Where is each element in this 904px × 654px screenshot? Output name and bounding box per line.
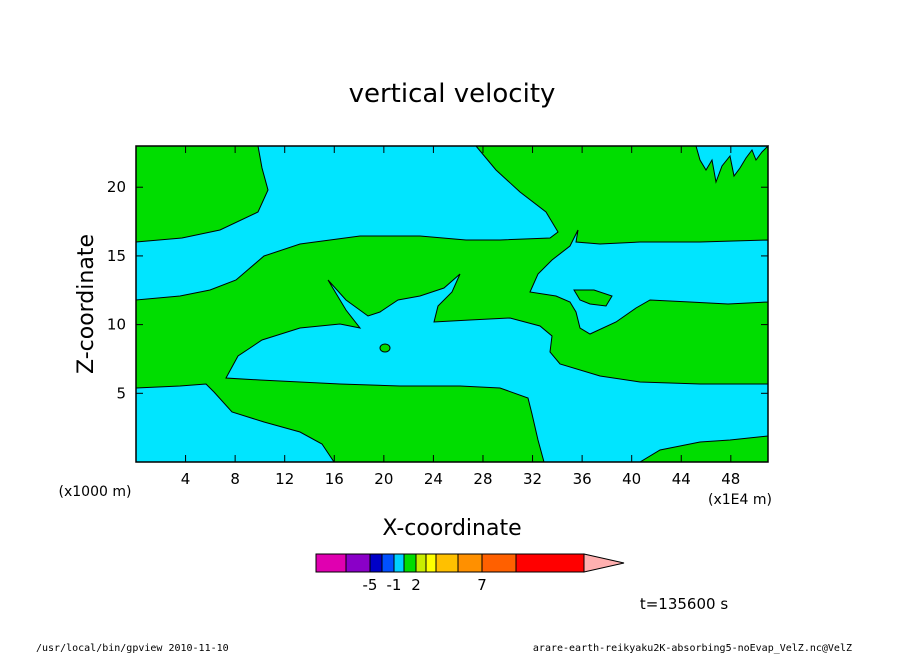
colorbar-label: 2 — [411, 576, 421, 594]
colorbar — [315, 553, 625, 573]
region-top-right-spikes — [695, 145, 770, 184]
x-tick-label: 28 — [473, 470, 492, 488]
colorbar-label: -1 — [387, 576, 402, 594]
region-upper-right-band — [529, 229, 769, 335]
colorbar-segment — [425, 553, 437, 573]
y-unit-label: (x1000 m) — [59, 484, 132, 500]
region-upper-band — [135, 145, 559, 301]
colorbar-segment — [345, 553, 371, 573]
colorbar-segment — [415, 553, 427, 573]
colorbar-segment — [381, 553, 395, 573]
footer-right: arare-earth-reikyaku2K-absorbing5-noEvap… — [533, 643, 852, 654]
x-axis-ticks: 4 8 12 16 20 24 28 32 36 40 44 48 — [181, 146, 740, 488]
plot-frame — [135, 145, 769, 463]
colorbar-label: -5 — [363, 576, 378, 594]
colorbar-segment — [435, 553, 459, 573]
colorbar-segment — [393, 553, 405, 573]
colorbar-segment — [403, 553, 417, 573]
x-tick-label: 20 — [374, 470, 393, 488]
x-tick-label: 8 — [230, 470, 240, 488]
colorbar-segment — [457, 553, 483, 573]
region-green-island — [573, 289, 613, 307]
footer-left: /usr/local/bin/gpview 2010-11-10 — [36, 643, 229, 654]
y-tick-label: 20 — [107, 178, 126, 196]
y-axis-label: Z-coordinate — [74, 234, 99, 374]
x-tick-label: 48 — [721, 470, 740, 488]
y-axis-ticks: 5 10 15 20 — [107, 178, 768, 402]
x-tick-label: 12 — [275, 470, 294, 488]
colorbar-segment — [315, 553, 347, 573]
colorbar-segment — [515, 553, 585, 573]
chart-title: vertical velocity — [349, 79, 556, 109]
y-tick-label: 10 — [107, 316, 126, 334]
colorbar-label: 7 — [477, 576, 487, 594]
colorbar-segment — [481, 553, 517, 573]
time-label: t=135600 s — [640, 595, 728, 613]
y-tick-label: 15 — [107, 247, 126, 265]
x-unit-label: (x1E4 m) — [708, 492, 772, 508]
x-tick-label: 36 — [573, 470, 592, 488]
colorbar-arrow — [583, 553, 625, 573]
colorbar-segment — [369, 553, 383, 573]
y-tick-label: 5 — [116, 384, 126, 402]
x-tick-label: 16 — [325, 470, 344, 488]
x-axis-label: X-coordinate — [382, 516, 521, 541]
negative-velocity-regions — [135, 145, 770, 463]
x-tick-label: 4 — [181, 470, 191, 488]
region-small-island — [379, 343, 391, 353]
x-tick-label: 32 — [523, 470, 542, 488]
x-tick-label: 40 — [622, 470, 641, 488]
x-tick-label: 24 — [424, 470, 443, 488]
x-tick-label: 44 — [672, 470, 691, 488]
colorbar-labels: -5 -1 2 7 — [363, 576, 487, 594]
region-middle-lobe — [225, 273, 769, 463]
